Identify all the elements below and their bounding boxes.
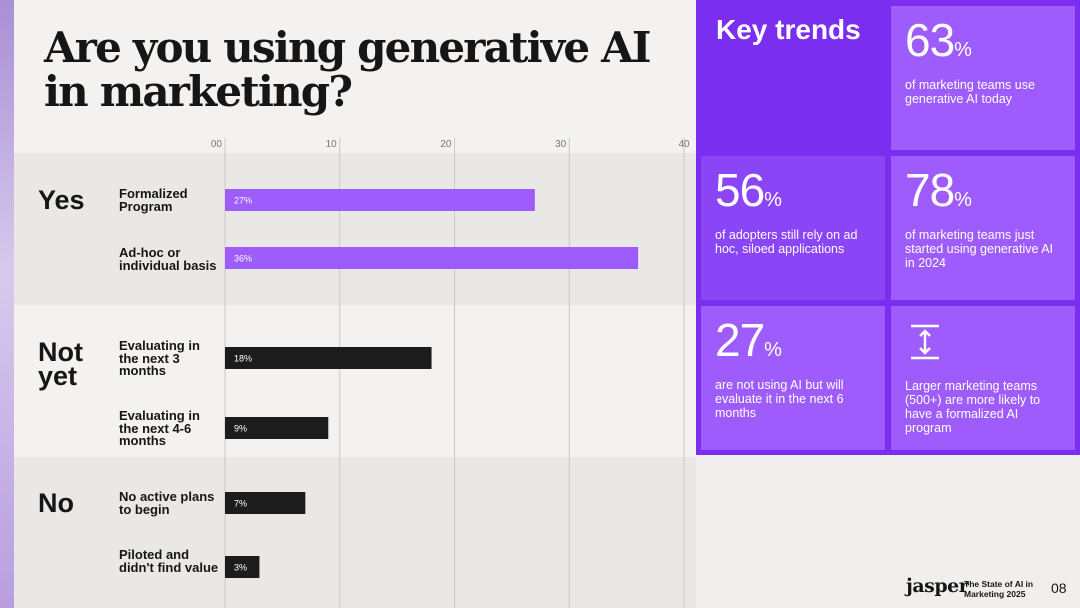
expand-vertical-icon [911,324,939,360]
decorative-side-strip [0,0,14,608]
trend-card-78: 78% of marketing teams just started usin… [891,156,1075,300]
right-blank-area [696,455,1080,608]
x-tick-label-10: 10 [326,139,338,150]
group-band-yes [14,153,696,305]
bar-label-2-0: 7% [234,499,247,509]
bar-0-0 [225,189,535,211]
bar-label-0-1: 36% [234,254,252,264]
trend-text-63: of marketing teams use generative AI tod… [905,78,1035,106]
x-tick-label-0: 00 [211,139,223,150]
x-tick-label-20: 20 [440,139,452,150]
category-label-no-plans: No active plans to begin [119,489,215,517]
category-label-piloted: Piloted and didn't find value [119,547,219,575]
group-label-no: No [38,488,74,518]
bar-label-2-1: 3% [234,563,247,573]
group-label-not-yet: Not yet [38,337,83,391]
category-label-eval-4-6: Evaluating in the next 4-6 months [119,408,200,448]
x-tick-label-30: 30 [555,139,567,150]
bar-2-1 [225,556,260,578]
trend-card-63: 63% of marketing teams use generative AI… [891,6,1075,150]
key-trends-title: Key trends [716,14,861,45]
trend-value-27: 27% [715,314,782,366]
trend-text-27: are not using AI but will evaluate it in… [715,378,844,420]
x-tick-label-40: 40 [678,139,690,150]
trend-card-larger-teams: Larger marketing teams (500+) are more l… [891,306,1075,450]
trend-value-78: 78% [905,164,972,216]
bar-1-1 [225,417,329,439]
bar-0-1 [225,247,639,269]
trend-value-63: 63% [905,14,972,66]
category-label-adhoc: Ad-hoc or individual basis [119,245,217,273]
bar-2-0 [225,492,306,514]
category-label-eval-3: Evaluating in the next 3 months [119,338,200,378]
trend-card-56: 56% of adopters still rely on ad hoc, si… [701,156,885,300]
bar-label-1-0: 18% [234,354,252,364]
page-number: 08 [1051,580,1067,596]
category-label-formalized: Formalized Program [119,186,188,214]
group-label-yes: Yes [38,185,85,215]
trend-text-larger-teams: Larger marketing teams (500+) are more l… [905,379,1041,435]
trend-value-56: 56% [715,164,782,216]
bar-1-0 [225,347,432,369]
trend-card-27: 27% are not using AI but will evaluate i… [701,306,885,450]
report-title: The State of AI in Marketing 2025 [964,579,1034,599]
jasper-logo: jasper [906,575,969,597]
trend-text-56: of adopters still rely on ad hoc, siloed… [715,228,858,256]
group-band-no [14,457,696,608]
bar-chart: 00 10 20 30 40 27% 36% 18% 9% 7% 3% [211,138,690,608]
page-title: Are you using generative AI in marketing… [44,23,652,116]
bar-label-1-1: 9% [234,424,247,434]
trend-text-78: of marketing teams just started using ge… [905,228,1054,270]
bar-label-0-0: 27% [234,196,252,206]
